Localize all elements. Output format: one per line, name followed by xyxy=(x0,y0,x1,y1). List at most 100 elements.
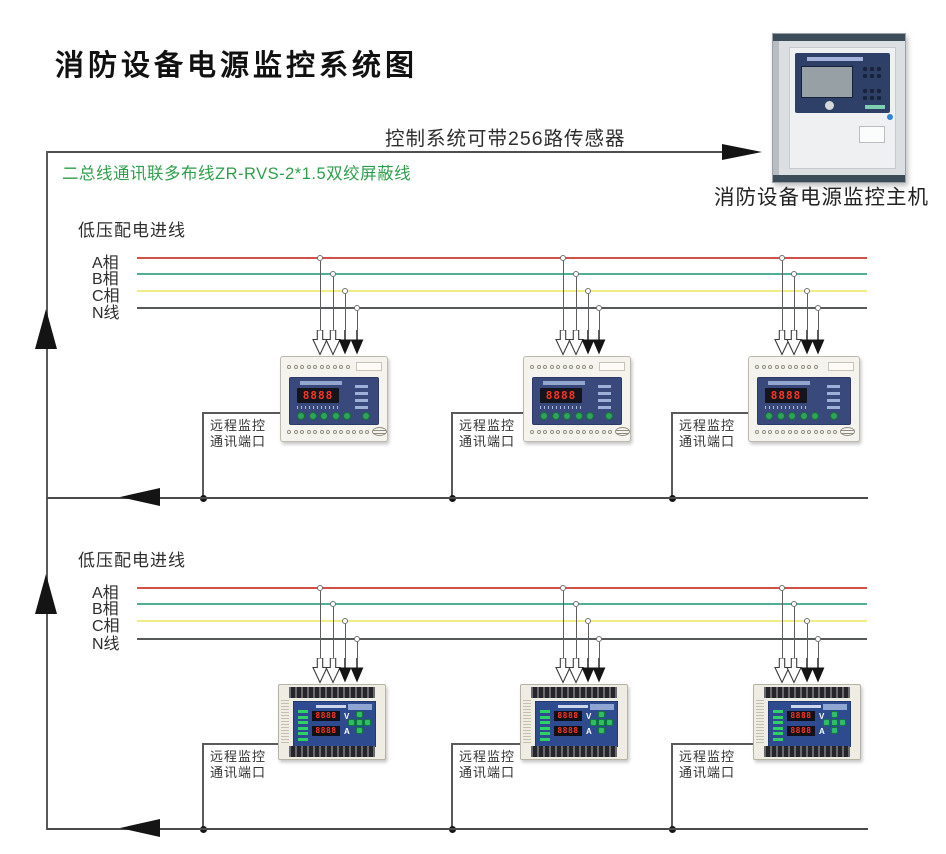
solid-arrow-icon xyxy=(337,658,353,684)
terminal-dot xyxy=(536,365,541,369)
tap-junction xyxy=(317,255,323,261)
terminal-dot xyxy=(556,365,560,369)
tap-junction xyxy=(596,305,602,311)
hollow-arrow-icon xyxy=(774,657,790,684)
current-display: 8888 xyxy=(554,726,582,736)
rs485-bus-line xyxy=(47,828,868,830)
function-buttons xyxy=(765,412,838,420)
terminal-dot xyxy=(768,365,772,369)
terminal-dot xyxy=(326,365,330,369)
button xyxy=(788,412,796,420)
tap-junction xyxy=(585,618,591,624)
button xyxy=(604,412,613,420)
voltage-display: 8888 xyxy=(787,711,815,721)
terminal-strip-bottom xyxy=(531,746,617,757)
terminal-dot xyxy=(800,365,805,369)
port-connector-v xyxy=(451,743,453,829)
brand-tag xyxy=(865,105,885,109)
tap-wire xyxy=(781,261,783,330)
button xyxy=(765,412,773,420)
solid-arrow-icon xyxy=(580,658,596,684)
function-buttons xyxy=(297,412,370,420)
terminal-dot xyxy=(313,365,317,369)
terminal-dot xyxy=(813,429,818,434)
function-buttons xyxy=(540,412,613,420)
scale-ticks xyxy=(297,406,339,409)
terminal-dot xyxy=(549,365,554,369)
tap-wire xyxy=(587,293,589,330)
rs485-bus-line xyxy=(47,497,868,499)
button xyxy=(331,412,340,420)
terminal-dot xyxy=(761,365,766,369)
terminal-strip-top xyxy=(764,687,850,698)
main-bus-riser xyxy=(46,151,48,830)
button xyxy=(574,412,583,420)
volt-unit-label: V xyxy=(344,712,350,721)
terminal-strip-bottom xyxy=(287,426,387,437)
terminal-dot xyxy=(543,429,547,434)
terminal-dot xyxy=(761,429,766,434)
solid-arrow-icon xyxy=(349,330,365,356)
phase-line xyxy=(137,257,867,259)
tap-wire xyxy=(319,261,321,330)
terminal-dot xyxy=(794,429,798,434)
hollow-arrow-icon xyxy=(568,329,584,356)
host-label: 消防设备电源监控主机 xyxy=(714,186,929,209)
terminal-dot xyxy=(774,365,779,369)
tap-wire xyxy=(575,276,577,330)
terminal-dot xyxy=(358,429,363,434)
door-slot xyxy=(859,126,885,143)
module-notch xyxy=(356,362,382,371)
terminal-dot xyxy=(332,429,337,434)
port-label-line2: 通讯端口 xyxy=(679,765,736,780)
vent-flange xyxy=(756,700,764,744)
tap-wire xyxy=(598,311,600,330)
indicator-leds xyxy=(540,710,550,741)
power-monitor-module: 8888 xyxy=(748,356,860,442)
arrow-left-icon xyxy=(120,488,160,506)
tap-junction xyxy=(779,585,785,591)
seven-segment-display: 8888 xyxy=(765,388,807,403)
tap-junction xyxy=(354,305,360,311)
tap-junction xyxy=(791,600,797,607)
diagram-title: 消防设备电源监控系统图 xyxy=(55,48,419,82)
tap-wire xyxy=(344,293,346,330)
tap-junction xyxy=(560,585,566,591)
terminal-dot xyxy=(313,429,317,434)
port-label-line1: 远程监控 xyxy=(679,418,736,433)
terminal-dot xyxy=(306,365,311,369)
terminal-dot xyxy=(530,429,534,434)
terminal-dot xyxy=(530,365,534,369)
vent-icon xyxy=(839,427,855,436)
terminal-dot xyxy=(787,365,792,369)
volt-unit-label: V xyxy=(819,712,825,721)
terminal-dot xyxy=(306,429,311,434)
port-connector-v xyxy=(671,743,673,829)
port-connector-v xyxy=(671,412,673,498)
amp-unit-label: A xyxy=(586,727,592,736)
tap-junction xyxy=(317,585,323,591)
port-connector-h xyxy=(451,412,523,414)
indicator-leds xyxy=(298,710,308,741)
port-label-line2: 通讯端口 xyxy=(459,765,516,780)
tap-wire xyxy=(332,276,334,330)
panel-label-block xyxy=(823,704,847,710)
terminal-strip-top xyxy=(287,361,351,373)
panel-label-block xyxy=(590,704,614,710)
port-connector-h xyxy=(671,743,753,745)
terminal-dot xyxy=(601,429,606,434)
tap-wire xyxy=(598,642,600,658)
hollow-arrow-icon xyxy=(774,329,790,356)
tap-wire xyxy=(806,624,808,658)
tap-wire xyxy=(562,591,564,658)
dpad-buttons xyxy=(348,711,371,734)
solid-arrow-icon xyxy=(799,330,815,356)
port-label-line1: 远程监控 xyxy=(210,418,267,433)
sensor-capacity-note: 控制系统可带256路传感器 xyxy=(385,128,626,150)
hollow-arrow-icon xyxy=(786,657,802,684)
terminal-dot xyxy=(549,429,554,434)
hollow-arrow-icon xyxy=(555,657,571,684)
arrow-up-icon xyxy=(35,574,57,614)
port-label-line2: 通讯端口 xyxy=(210,434,267,449)
module-front-panel: 8888 xyxy=(289,377,379,425)
